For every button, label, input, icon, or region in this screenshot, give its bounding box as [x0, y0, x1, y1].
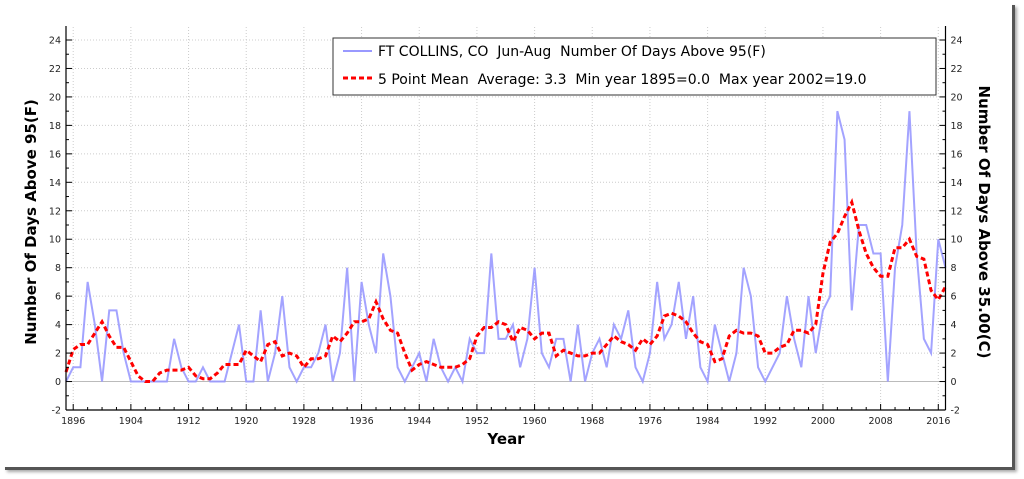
x-tick-label: 1896 [61, 416, 85, 427]
x-axis-title: Year [486, 430, 525, 448]
x-tick-label: 1992 [753, 416, 777, 427]
chart: 1896 1904 1912 1920 1928 1936 1944 1952 1960 1968… [22, 26, 993, 448]
y-tick-label: 22 [49, 64, 61, 75]
x-tick-label: 1920 [234, 416, 258, 427]
y-right-tick-label: 16 [951, 149, 963, 160]
axes [65, 26, 947, 411]
y-right-tick-label: 2 [951, 349, 957, 360]
x-tick-label: 1968 [580, 416, 604, 427]
x-tick-label: 1960 [522, 416, 546, 427]
x-tick-label: 1928 [292, 416, 316, 427]
y-tick-label: 10 [49, 235, 61, 246]
y-tick-label: 8 [55, 263, 61, 274]
x-tick-label: 2016 [926, 416, 950, 427]
y-right-tick-label: -2 [951, 406, 960, 417]
y-right-tick-label: 24 [951, 36, 963, 47]
chart-frame: 1896 1904 1912 1920 1928 1936 1944 1952 1960 1968… [2, 2, 1012, 467]
y-right-tick-label: 14 [951, 178, 963, 189]
legend: FT COLLINS, CO Jun-Aug Number Of Days Ab… [332, 37, 937, 96]
y-right-tick-label: 6 [951, 292, 957, 303]
y-axis-title: Number Of Days Above 95(F) [22, 99, 40, 345]
x-tick-labels: 1896 1904 1912 1920 1928 1936 1944 1952 1960 1968… [61, 416, 950, 427]
x-tick-label: 2000 [811, 416, 835, 427]
y-tick-label: 0 [55, 377, 61, 388]
y-tick-label: 20 [49, 92, 61, 103]
x-tick-label: 1952 [465, 416, 489, 427]
y-tick-label: 2 [55, 349, 61, 360]
x-tick-label: 1912 [176, 416, 200, 427]
legend-label-mean: 5 Point Mean Average: 3.3 Min year 1895=… [378, 72, 867, 88]
legend-label-raw: FT COLLINS, CO Jun-Aug Number Of Days Ab… [378, 44, 766, 60]
y-right-tick-label: 8 [951, 263, 957, 274]
series-group [64, 110, 947, 385]
y-right-tick-label: 22 [951, 64, 963, 75]
raw-series-line [65, 110, 947, 385]
y-tick-label: 24 [49, 36, 61, 47]
y-right-tick-label: 10 [951, 235, 963, 246]
legend-box [332, 37, 937, 96]
y-tick-label: 16 [49, 149, 61, 160]
x-tick-label: 1904 [119, 416, 143, 427]
x-tick-label: 1944 [407, 416, 431, 427]
y-tick-label: 12 [49, 206, 61, 217]
y-right-axis-title: Number Of Days Above 35.00(C) [975, 86, 993, 359]
mean-series-line [64, 197, 947, 384]
y-right-tick-label: 18 [951, 121, 963, 132]
y-tick-label: 18 [49, 121, 61, 132]
x-tick-label: 1984 [696, 416, 720, 427]
y-right-tick-label: 20 [951, 92, 963, 103]
y-tick-label: 4 [55, 320, 61, 331]
y-tick-label: 6 [55, 292, 61, 303]
y-right-tick-label: 4 [951, 320, 957, 331]
y-right-tick-label: 0 [951, 377, 957, 388]
y-right-tick-label: 12 [951, 206, 963, 217]
x-tick-label: 1936 [349, 416, 373, 427]
y-tick-label: 14 [49, 178, 61, 189]
x-tick-label: 1976 [638, 416, 662, 427]
x-tick-label: 2008 [869, 416, 893, 427]
y-tick-label: -2 [52, 406, 61, 417]
